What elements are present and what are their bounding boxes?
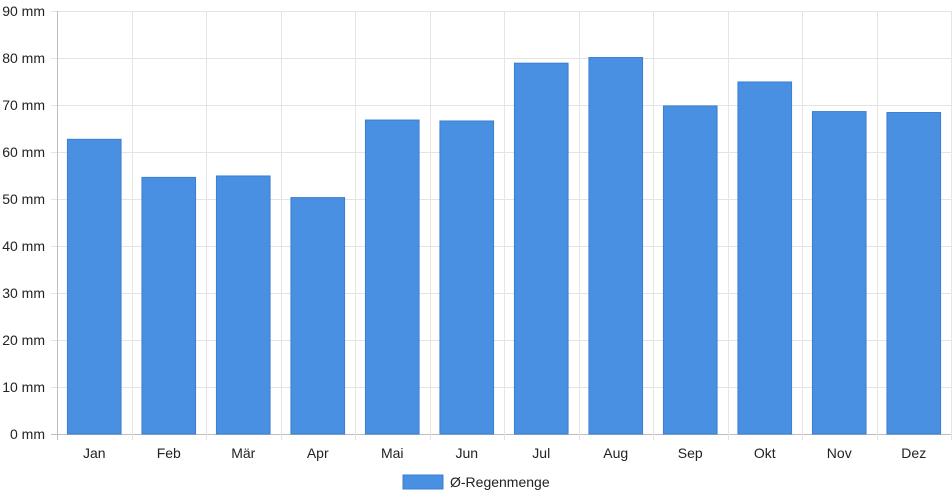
y-tick-label: 70 mm: [2, 97, 45, 113]
y-axis-tick-labels: 0 mm 10 mm 20 mm 30 mm 40 mm 50 mm 60 mm 70 mm 8…: [2, 3, 45, 442]
y-tick-label: 30 mm: [2, 285, 45, 301]
bar-aug[interactable]: [588, 57, 644, 435]
x-tick-label: Okt: [754, 445, 776, 461]
bar-nov[interactable]: [811, 111, 867, 435]
bar-jan[interactable]: [66, 138, 122, 435]
y-tick-label: 10 mm: [2, 379, 45, 395]
x-tick-label: Mär: [231, 445, 255, 461]
bar-dez[interactable]: [886, 112, 942, 435]
legend-swatch[interactable]: [402, 474, 444, 490]
x-tick-label: Jun: [455, 445, 478, 461]
bar-jun[interactable]: [439, 120, 495, 435]
bar-mär[interactable]: [215, 175, 271, 435]
x-tick-label: Sep: [678, 445, 703, 461]
legend[interactable]: Ø-Regenmenge: [402, 474, 550, 490]
y-tick-label: 60 mm: [2, 144, 45, 160]
bar-apr[interactable]: [290, 197, 346, 435]
x-tick-label: Apr: [307, 445, 329, 461]
x-tick-label: Nov: [827, 445, 852, 461]
x-tick-label: Feb: [157, 445, 181, 461]
y-tick-label: 90 mm: [2, 3, 45, 19]
y-tick-label: 80 mm: [2, 50, 45, 66]
bar-sep[interactable]: [662, 105, 718, 435]
bar-feb[interactable]: [141, 176, 197, 435]
y-tick-label: 0 mm: [10, 426, 45, 442]
y-tick-label: 50 mm: [2, 191, 45, 207]
x-tick-label: Mai: [381, 445, 404, 461]
x-tick-label: Jul: [532, 445, 550, 461]
bar-mai[interactable]: [364, 119, 420, 435]
bar-jul[interactable]: [513, 62, 569, 435]
x-tick-label: Aug: [603, 445, 628, 461]
bar-okt[interactable]: [737, 81, 793, 435]
bar-series: [66, 57, 942, 435]
x-axis-tick-labels: Jan Feb Mär Apr Mai Jun Jul Aug Sep Okt Nov Dez: [83, 445, 926, 461]
y-tick-label: 40 mm: [2, 238, 45, 254]
x-tick-label: Jan: [83, 445, 106, 461]
legend-label[interactable]: Ø-Regenmenge: [450, 474, 550, 490]
x-tick-label: Dez: [901, 445, 926, 461]
y-tick-label: 20 mm: [2, 332, 45, 348]
